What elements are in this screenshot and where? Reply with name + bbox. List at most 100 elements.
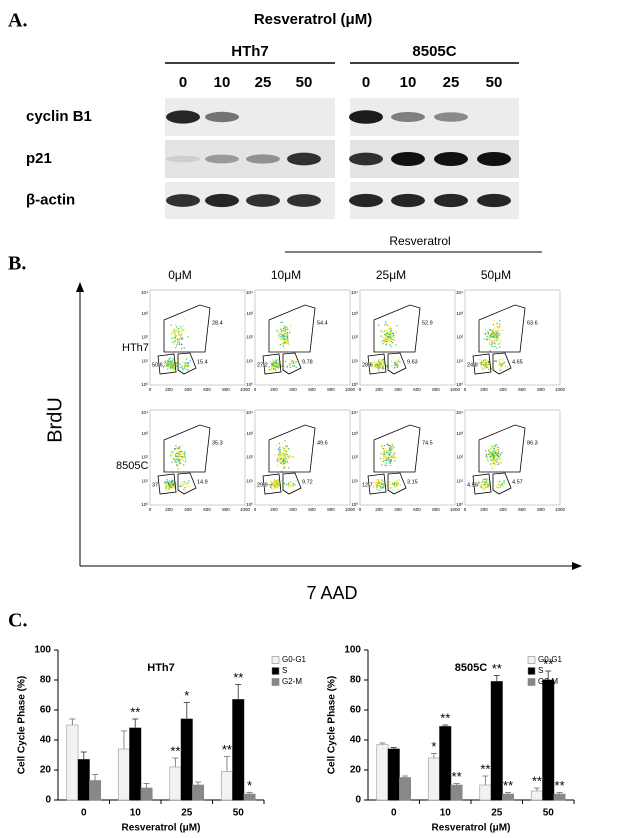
flow-dot — [282, 336, 284, 338]
gate-s — [478, 304, 526, 353]
flow-dot — [163, 361, 165, 363]
flow-dot — [483, 338, 485, 340]
gate-g1 — [367, 353, 387, 375]
flow-dot — [179, 338, 181, 340]
flow-dot — [295, 361, 297, 363]
flow-dot — [496, 347, 498, 349]
flow-dot — [181, 343, 183, 345]
error-bar — [195, 781, 202, 785]
flow-dot — [183, 455, 185, 457]
flow-dot — [292, 361, 294, 363]
flow-dot — [172, 368, 174, 370]
gate-value: 4.57 — [512, 479, 523, 485]
flow-dot — [176, 365, 178, 367]
flow-dot — [485, 450, 487, 452]
flow-dot — [499, 342, 501, 344]
significance: ** — [130, 704, 140, 719]
flow-dot — [176, 446, 178, 448]
flow-dot — [383, 456, 385, 458]
flow-dot — [503, 482, 505, 484]
blot-band — [391, 193, 425, 208]
flow-dot — [289, 456, 291, 458]
flow-dot — [499, 320, 501, 322]
flow-dot — [392, 332, 394, 335]
flow-dot — [276, 460, 278, 462]
blot-band — [205, 193, 239, 208]
flow-dot — [389, 339, 391, 341]
flow-dot — [193, 364, 195, 366]
flow-dot — [490, 329, 492, 331]
flow-dot — [491, 346, 493, 348]
flow-dot — [491, 453, 494, 455]
flow-dot — [383, 364, 385, 366]
flow-dot — [169, 485, 171, 487]
flow-dot — [491, 341, 493, 343]
flow-dot — [499, 329, 501, 331]
flow-dot — [387, 331, 389, 333]
flow-dot — [280, 321, 282, 323]
flow-dot — [393, 454, 395, 456]
flow-dot — [389, 445, 391, 447]
flow-dot — [492, 342, 494, 344]
flow-dot — [179, 448, 181, 450]
flow-dot — [387, 453, 390, 455]
flow-dot — [391, 442, 393, 444]
flow-dot — [383, 445, 386, 447]
flow-dot — [283, 330, 286, 332]
flow-dot — [386, 366, 389, 368]
flow-dot — [381, 361, 383, 363]
flow-dot — [493, 459, 495, 461]
flow-dot — [388, 328, 390, 330]
flow-dot — [181, 458, 183, 460]
flow-dot — [393, 452, 396, 454]
gate-g2 — [387, 352, 407, 375]
y-tick-label: 60 — [40, 705, 52, 716]
legend-swatch — [271, 656, 280, 664]
flow-dot — [390, 337, 392, 339]
flow-dot — [492, 450, 494, 452]
flow-dot — [376, 487, 378, 489]
flow-dot — [496, 449, 498, 451]
plot-x-tick: 1000 — [240, 507, 251, 512]
flow-dot — [386, 339, 389, 341]
flow-dot — [279, 458, 281, 460]
flow-dot — [479, 363, 481, 365]
plot-x-tick: 1000 — [450, 387, 461, 392]
flow-dot — [276, 332, 278, 334]
flow-dot — [174, 458, 176, 461]
flow-dot — [495, 340, 497, 342]
flow-dot — [485, 455, 487, 457]
flow-dot — [280, 337, 282, 339]
flow-dot — [285, 326, 287, 328]
flow-dot — [487, 484, 489, 486]
gate-g2 — [177, 352, 197, 375]
flow-dot — [379, 481, 381, 483]
y-axis-title: BrdU — [44, 397, 66, 443]
protein-label: p21 — [26, 150, 52, 167]
y-tick-label: 60 — [350, 705, 362, 716]
gate-value: 3.15 — [407, 479, 418, 485]
flow-dot — [381, 369, 383, 371]
flow-dot — [281, 330, 283, 333]
flow-dot — [389, 326, 391, 328]
flow-dot — [488, 485, 490, 487]
flow-dot — [493, 455, 495, 457]
flow-dot — [490, 366, 492, 368]
flow-dot — [278, 448, 280, 450]
flow-dot — [281, 452, 283, 454]
flow-dot — [500, 358, 502, 360]
error-bar — [223, 756, 230, 772]
flow-dot — [184, 483, 186, 485]
flow-dot — [171, 480, 173, 482]
flow-dot — [390, 487, 392, 489]
flow-dot — [276, 482, 279, 484]
flow-dot — [499, 363, 501, 365]
flow-dot — [285, 450, 287, 452]
flow-dot — [285, 341, 288, 343]
flow-dot — [180, 334, 182, 336]
flow-dot — [377, 364, 379, 366]
flow-dot — [277, 453, 279, 455]
flow-dot — [490, 458, 492, 460]
flow-dot — [276, 479, 278, 482]
